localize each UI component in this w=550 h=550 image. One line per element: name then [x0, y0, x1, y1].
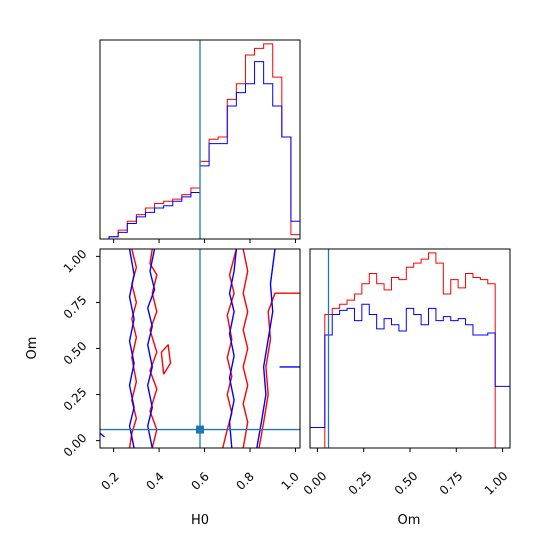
- x-axis-title-h0: H0: [191, 513, 209, 528]
- h0-hist-frame: [99, 39, 301, 240]
- om-x-tick-labels: 0.00 0.25 0.50 0.75 1.00: [301, 469, 511, 498]
- om-x-tick-label: 0.25: [346, 469, 375, 498]
- h0-marginal-histogram: [99, 39, 301, 243]
- contour-series-1-line: [149, 249, 158, 448]
- om-x-tick-label: 0.75: [437, 469, 466, 498]
- h0-tick-label: 0.4: [143, 469, 166, 492]
- h0-tick-labels: 0.2 0.4 0.6 0.8 1.0: [98, 469, 301, 492]
- contour-series-2-line: [100, 432, 105, 438]
- om-y-tick-labels: 0.00 0.25 0.50 0.75 1.00: [61, 247, 90, 460]
- contour-series-1-line: [222, 249, 238, 448]
- y-axis-title-om: Om: [25, 337, 40, 360]
- om-y-tick-label: 0.00: [61, 431, 90, 460]
- om-y-tick-label: 0.25: [61, 385, 90, 414]
- h0-tick-label: 1.0: [278, 469, 301, 492]
- x-axis-title-om: Om: [398, 513, 421, 528]
- contour-frame: [99, 248, 301, 449]
- h0-tick-label: 0.2: [98, 469, 121, 492]
- om-hist-series-2-step: [310, 303, 510, 448]
- om-x-tick-label: 1.00: [482, 469, 511, 498]
- contour-series-1-line: [160, 344, 172, 375]
- om-hist-series-1-step: [310, 252, 510, 448]
- om-x-tick-label: 0.00: [301, 469, 330, 498]
- h0-tick-label: 0.8: [233, 469, 256, 492]
- contour-series-2-line: [228, 249, 238, 448]
- contour-series-2-line: [147, 249, 156, 448]
- contour-series-2-line: [256, 249, 276, 448]
- contour-series-1-line: [258, 292, 300, 448]
- contour-truth-marker: [196, 425, 204, 434]
- contour-series-1-line: [242, 249, 249, 448]
- om-vs-h0-contour-panel: [96, 248, 301, 452]
- om-y-tick-label: 1.00: [61, 247, 90, 276]
- om-x-tick-label: 0.50: [392, 469, 421, 498]
- om-marginal-histogram: [309, 248, 511, 452]
- om-y-tick-label: 0.75: [61, 293, 90, 322]
- om-y-tick-label: 0.50: [61, 339, 90, 368]
- h0-tick-label: 0.6: [188, 469, 211, 492]
- contour-series-2-line: [128, 249, 135, 448]
- om-hist-frame: [309, 248, 511, 449]
